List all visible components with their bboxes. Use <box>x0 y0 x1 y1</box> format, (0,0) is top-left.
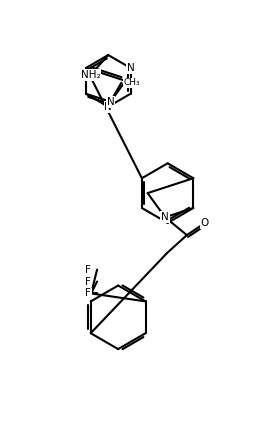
Text: F: F <box>85 265 91 275</box>
Text: N: N <box>104 102 112 112</box>
Text: F: F <box>85 289 91 298</box>
Text: F: F <box>85 276 91 287</box>
Text: CH₃: CH₃ <box>123 78 140 87</box>
Text: N: N <box>107 97 114 107</box>
Text: N: N <box>161 212 169 222</box>
Text: O: O <box>200 218 209 228</box>
Text: NH₂: NH₂ <box>81 70 100 80</box>
Text: N: N <box>127 63 134 73</box>
